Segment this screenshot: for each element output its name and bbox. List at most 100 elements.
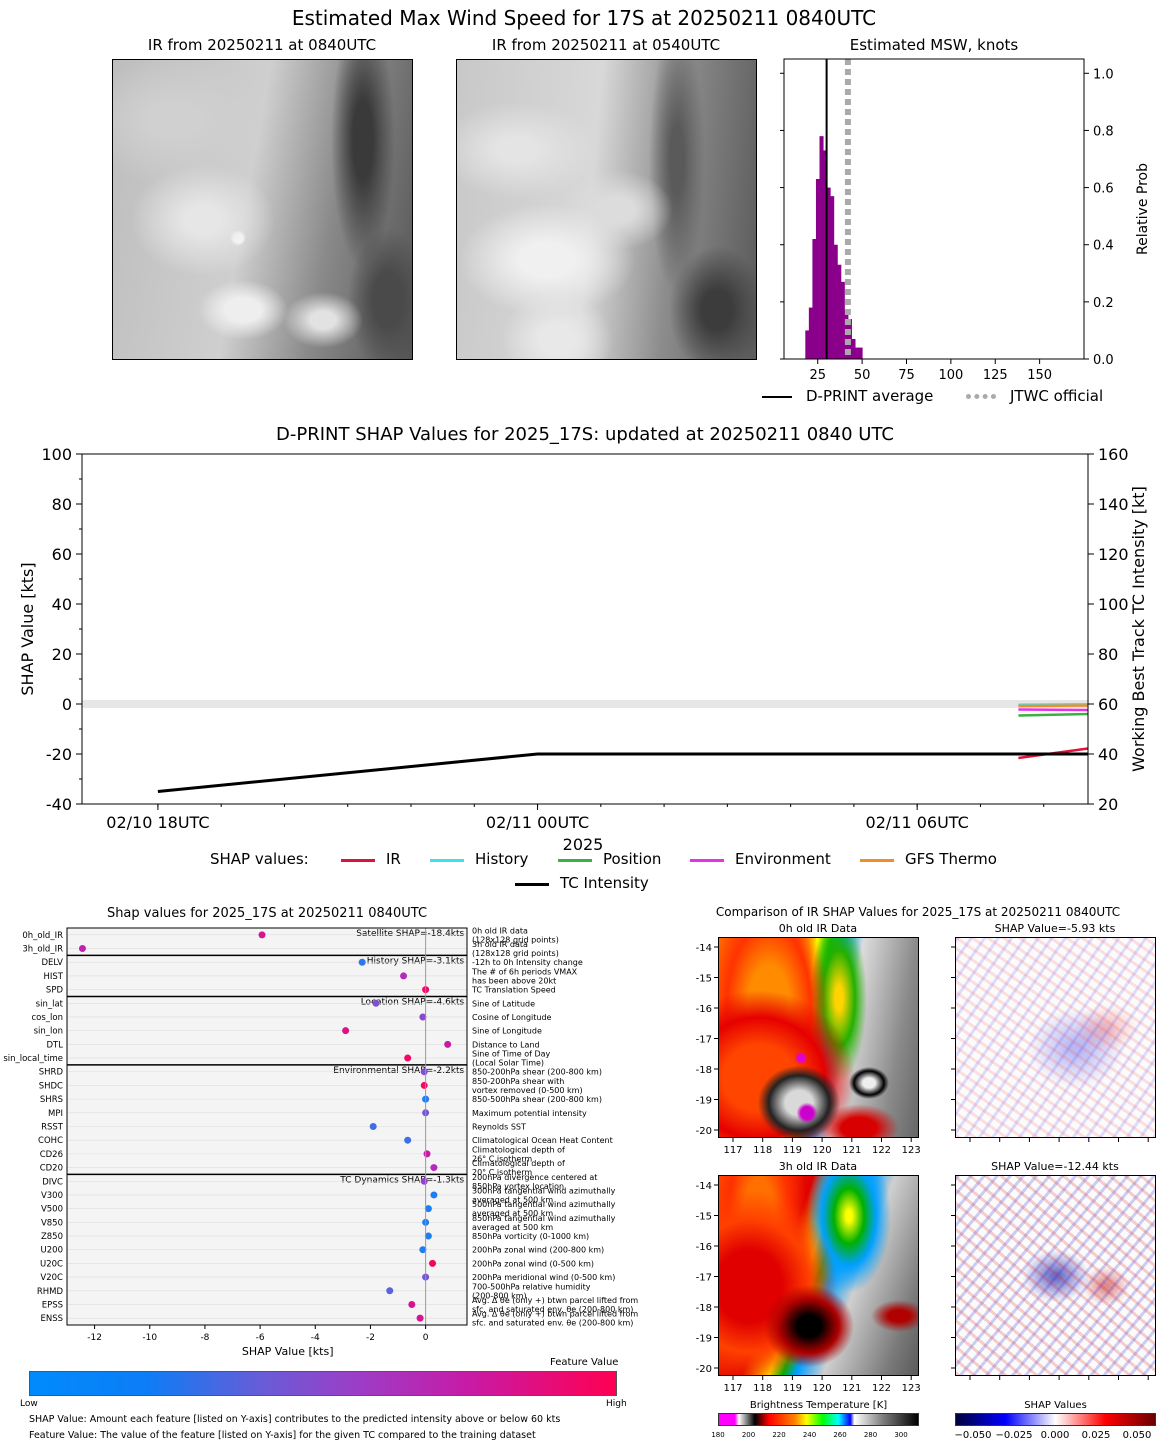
feature-description: Climatological Ocean Heat Content: [472, 1136, 613, 1145]
shap-timeseries-title: D-PRINT SHAP Values for 2025_17S: update…: [276, 424, 894, 445]
ir-xtick-label: 118: [753, 1145, 772, 1156]
feature-name: SHDC: [39, 1081, 63, 1091]
msw-bar: [805, 330, 810, 359]
feature-name: sin_lat: [36, 999, 64, 1009]
bt-colorbar: [718, 1413, 919, 1426]
footnote-feature-value: Feature Value: The value of the feature …: [29, 1430, 536, 1441]
timeseries-legend: SHAP values: IR History Position Environmen…: [0, 850, 1168, 894]
y-tick-label: 100: [41, 445, 72, 464]
feature-description: 850hPa tangential wind azimuthally averag…: [472, 1214, 616, 1232]
shap-xtick-label: -12: [87, 1333, 102, 1343]
bt-cbar-tick: 180: [711, 1431, 724, 1439]
group-label: History SHAP=-3.1kts: [367, 956, 465, 966]
x-tick-label: 02/11 06UTC: [866, 813, 969, 832]
shap-features-chart: Satellite SHAP=-18.4kts 0h_old_IR 0h old I…: [3, 926, 638, 1358]
panel-0h-title: 0h old IR Data: [778, 922, 858, 935]
feature-value-colorbar: [29, 1371, 617, 1396]
ir-ytick-label: -19: [696, 1096, 712, 1107]
msw-xtick-label: 150: [1027, 368, 1052, 383]
zero-band: [82, 700, 1088, 708]
msw-bar: [808, 307, 813, 359]
feature-name: 3h_old_IR: [22, 945, 63, 955]
bt-cbar-tick: 220: [772, 1431, 785, 1439]
y-tick-label: -20: [46, 745, 72, 764]
msw-frame: [783, 58, 1085, 360]
y-tick-label: 60: [52, 545, 72, 564]
feature-name: V300: [41, 1191, 63, 1201]
msw-ytick-label: 0.6: [1093, 182, 1114, 197]
legend-swatch-gfs-thermo: [860, 859, 894, 862]
feature-point: [386, 1287, 394, 1295]
ir-compare-title: Comparison of IR SHAP Values for 2025_17…: [715, 905, 1121, 919]
ir-current-title: IR from 20250211 at 0840UTC: [147, 36, 377, 54]
msw-ytick-label: 0.0: [1093, 353, 1114, 368]
feature-point: [408, 1300, 416, 1308]
feature-name: 0h_old_IR: [22, 931, 63, 941]
feature-name: V500: [41, 1205, 63, 1215]
colorbar-high-label: High: [606, 1399, 627, 1409]
msw-ytick-label: 1.0: [1093, 67, 1114, 82]
legend-swatch-ir: [341, 859, 375, 862]
feature-description: Reynolds SST: [472, 1123, 526, 1132]
ir-xtick-label: 122: [872, 1383, 891, 1394]
ir-xtick-label: 120: [813, 1383, 832, 1394]
ir-xtick-label: 117: [723, 1383, 742, 1394]
ir-ytick-label: -19: [696, 1334, 712, 1345]
y2-tick-label: 160: [1098, 445, 1129, 464]
feature-point: [400, 972, 408, 980]
feature-name: DTL: [47, 1040, 64, 1050]
feature-point: [424, 1232, 432, 1240]
feature-description: 850-200hPa shear with vortex removed (0-5…: [472, 1077, 583, 1095]
y-tick-label: 80: [52, 495, 72, 514]
y2-tick-label: 80: [1098, 645, 1118, 664]
shap-cbar-tick: 0.000: [1041, 1430, 1070, 1441]
feature-description: Sine of Longitude: [472, 1027, 542, 1036]
y-tick-label: 0: [62, 695, 72, 714]
ir-3h-shap-image: [955, 1175, 1156, 1376]
panel-3h-title: 3h old IR Data: [778, 1160, 858, 1173]
feature-name: MPI: [48, 1109, 63, 1119]
ir-xtick-label: 117: [723, 1145, 742, 1156]
ir-ytick-label: -20: [696, 1364, 712, 1375]
bt-cbar-tick: 300: [894, 1431, 907, 1439]
ir-ytick-label: -17: [696, 1273, 712, 1284]
shap-xtick-label: -4: [311, 1333, 320, 1343]
feature-name: cos_lon: [31, 1013, 63, 1023]
shap-cbar-tick: 0.025: [1082, 1430, 1111, 1441]
feature-description: Climatological depth of 26° C isotherm: [472, 1145, 565, 1163]
msw-bar: [833, 244, 838, 359]
feature-name: RSST: [41, 1123, 64, 1133]
msw-xtick-label: 50: [854, 368, 871, 383]
bt-cbar-tick: 240: [803, 1431, 816, 1439]
feature-name: U200: [41, 1246, 63, 1256]
ir-ytick-label: -17: [696, 1035, 712, 1046]
group-label: TC Dynamics SHAP=-1.3kts: [339, 1175, 464, 1185]
feature-description: Sine of Time of Day (Local Solar Time): [472, 1050, 551, 1068]
feature-name: EPSS: [42, 1300, 63, 1310]
ir-ytick-label: -20: [696, 1126, 712, 1137]
ir-xtick-label: 120: [813, 1145, 832, 1156]
feature-point: [430, 1164, 438, 1172]
msw-bar: [840, 281, 845, 359]
feature-description: 200hPa divergence centered at 850hPa vort…: [472, 1173, 597, 1191]
legend-label-gfs-thermo: GFS Thermo: [905, 850, 997, 868]
msw-ytick-label: 0.2: [1093, 296, 1114, 311]
ir-xtick-label: 118: [753, 1383, 772, 1394]
y2-tick-label: 20: [1098, 795, 1118, 814]
feature-description: -12h to 0h Intensity change: [472, 958, 583, 967]
feature-name: DIVC: [42, 1177, 63, 1187]
feature-point: [423, 1150, 431, 1158]
ir-ytick-label: -18: [696, 1303, 712, 1314]
feature-point: [444, 1040, 452, 1048]
feature-name: CD26: [40, 1150, 63, 1160]
y2-axis-label: Working Best Track TC Intensity [kt]: [1129, 486, 1148, 772]
ir-xtick-label: 121: [842, 1383, 861, 1394]
group-label: Location SHAP=-4.6kts: [361, 997, 465, 1007]
msw-ylabel: Relative Prob: [1135, 163, 1151, 255]
legend-dprint-swatch: [762, 396, 792, 398]
shap-colorbar-title: SHAP Values: [1024, 1400, 1087, 1411]
y-tick-label: 20: [52, 645, 72, 664]
feature-name: ENSS: [40, 1314, 63, 1324]
msw-legend: D-PRINT average JTWC official: [760, 386, 1160, 408]
bt-colorbar-title: Brightness Temperature [K]: [749, 1400, 888, 1411]
